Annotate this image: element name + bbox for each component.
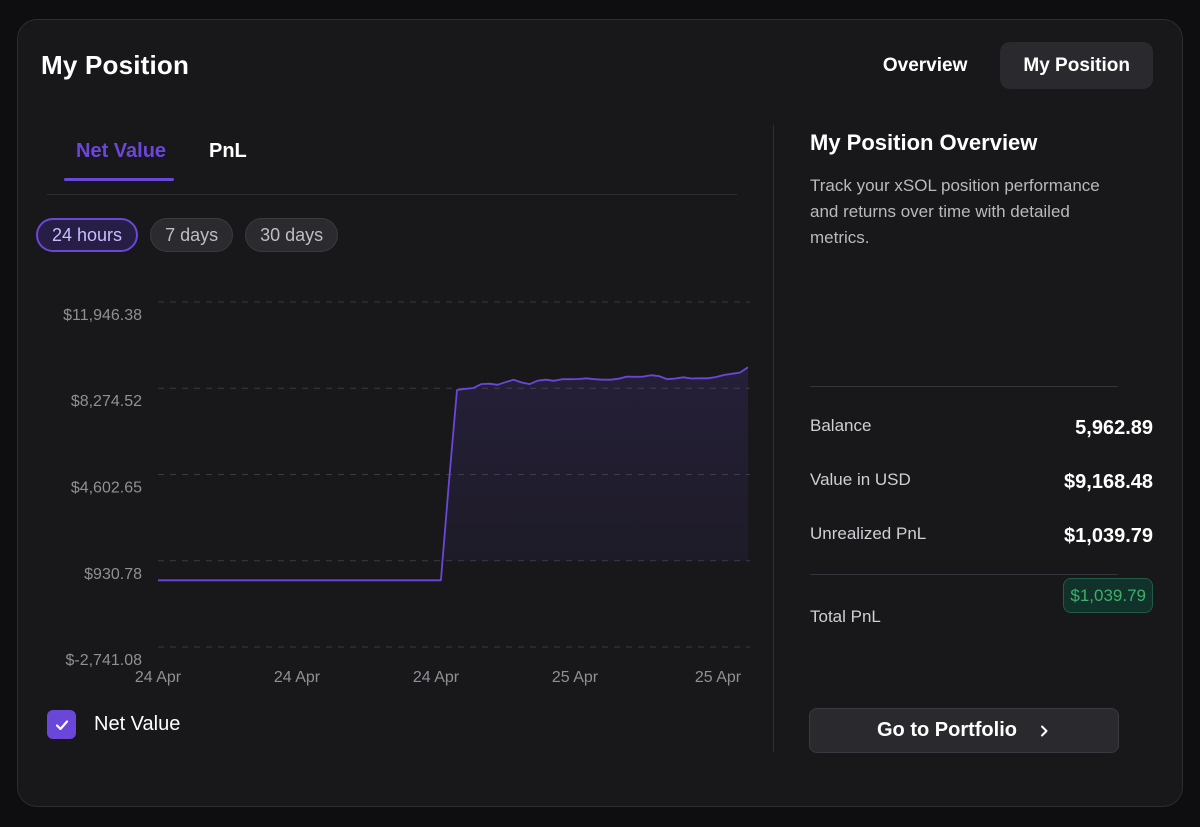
divider bbox=[810, 574, 1118, 575]
y-tick-label: $4,602.65 bbox=[71, 480, 142, 497]
active-tab-indicator bbox=[64, 178, 174, 181]
view-tabs: Overview My Position bbox=[860, 42, 1153, 89]
unrealized-pnl-value: $1,039.79 bbox=[1064, 525, 1153, 547]
chevron-right-icon bbox=[1040, 725, 1048, 736]
card-title: My Position bbox=[41, 50, 190, 80]
series-area-fill bbox=[440, 367, 748, 581]
panel-divider bbox=[773, 125, 774, 752]
check-icon bbox=[55, 719, 68, 730]
legend-net-value[interactable]: Net Value bbox=[47, 710, 180, 739]
x-tick-label: 25 Apr bbox=[552, 669, 599, 686]
total-pnl-badge: $1,039.79 bbox=[1063, 578, 1153, 613]
x-tick-label: 24 Apr bbox=[413, 669, 460, 686]
usd-value-label: Value in USD bbox=[810, 470, 911, 489]
balance-label: Balance bbox=[810, 416, 872, 435]
x-tick-label: 24 Apr bbox=[274, 669, 321, 686]
legend-checkbox[interactable] bbox=[47, 710, 76, 739]
divider bbox=[810, 386, 1118, 387]
y-tick-label: $-2,741.08 bbox=[65, 652, 142, 669]
y-tick-label: $11,946.38 bbox=[63, 307, 142, 324]
range-24-hours[interactable]: 24 hours bbox=[36, 218, 139, 252]
balance-value: 5,962.89 bbox=[1075, 417, 1153, 439]
usd-value: $9,168.48 bbox=[1064, 471, 1153, 493]
overview-title: My Position Overview bbox=[810, 130, 1038, 155]
y-tick-label: $930.78 bbox=[84, 566, 142, 583]
x-tick-label: 24 Apr bbox=[135, 669, 182, 686]
chart-svg: $11,946.38 $8,274.52 $4,602.65 $930.78 $-2,7… bbox=[63, 301, 750, 686]
tab-my-position[interactable]: My Position bbox=[1000, 42, 1153, 89]
unrealized-pnl-label: Unrealized PnL bbox=[810, 524, 927, 543]
total-pnl-label: Total PnL bbox=[810, 607, 881, 626]
metric-tabs: Net Value PnL bbox=[47, 125, 737, 195]
legend-label: Net Value bbox=[94, 713, 181, 735]
series-line-net-value bbox=[158, 366, 749, 582]
net-value-chart: $11,946.38 $8,274.52 $4,602.65 $930.78 $-2,7… bbox=[30, 270, 760, 705]
range-pills: 24 hours 7 days 30 days bbox=[36, 218, 339, 252]
go-to-portfolio-label: Go to Portfolio bbox=[877, 719, 1017, 741]
overview-description: Track your xSOL position performance and… bbox=[810, 176, 1100, 247]
range-30-days[interactable]: 30 days bbox=[245, 218, 339, 252]
tab-pnl[interactable]: PnL bbox=[209, 140, 247, 162]
tab-overview[interactable]: Overview bbox=[882, 54, 968, 76]
range-7-days[interactable]: 7 days bbox=[150, 218, 234, 252]
tab-net-value[interactable]: Net Value bbox=[76, 140, 167, 162]
x-tick-label: 25 Apr bbox=[695, 669, 742, 686]
y-tick-label: $8,274.52 bbox=[71, 393, 142, 410]
go-to-portfolio-button[interactable]: Go to Portfolio bbox=[809, 708, 1119, 753]
